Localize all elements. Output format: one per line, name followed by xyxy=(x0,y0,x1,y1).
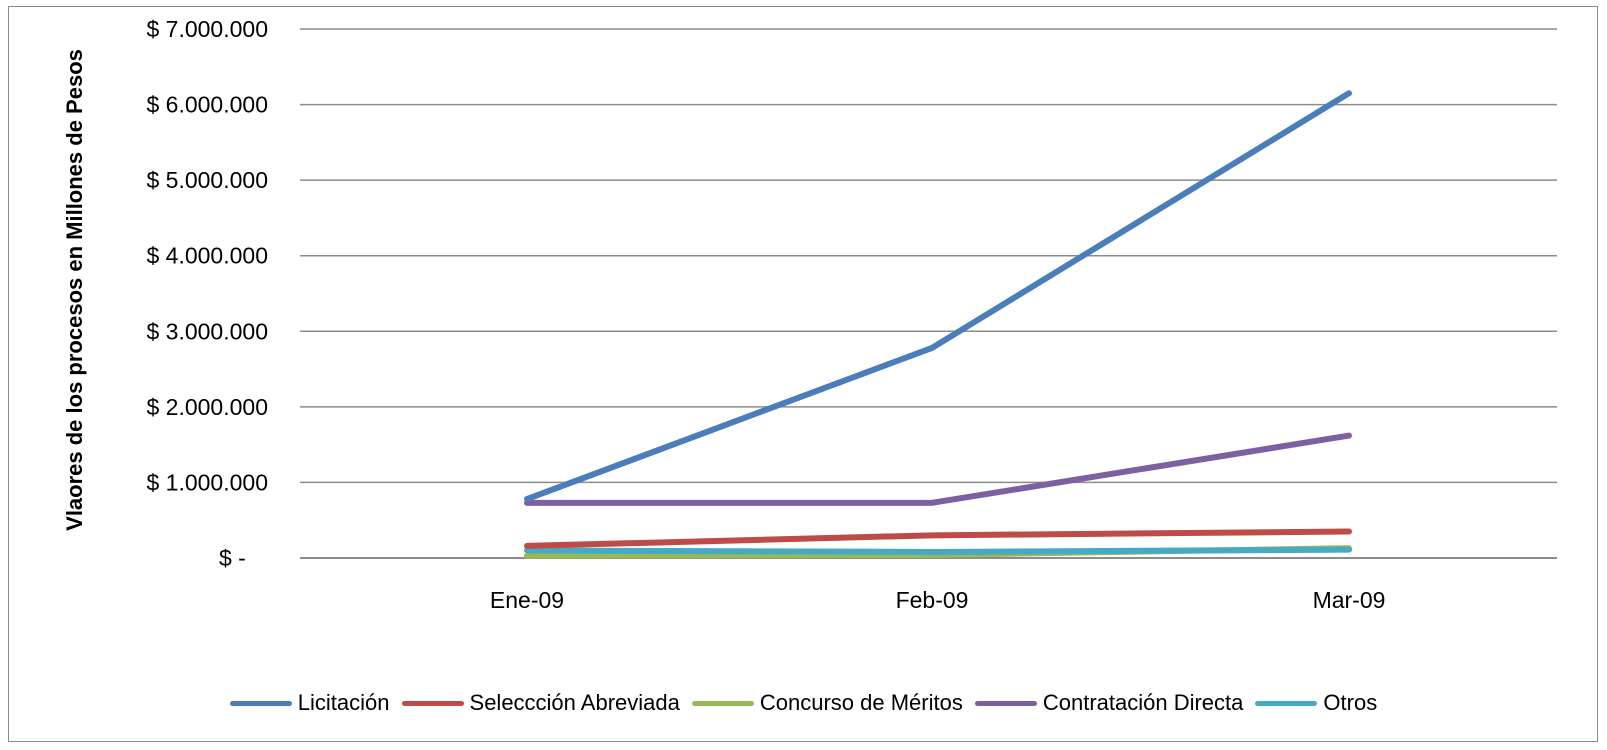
x-tick-label: Mar-09 xyxy=(1313,587,1386,613)
y-tick-label: $ - xyxy=(219,545,246,571)
y-axis-label: Vlaores de los procesos en Millones de P… xyxy=(62,49,87,531)
chart-frame xyxy=(8,6,1598,742)
series-line-1 xyxy=(524,528,1352,549)
legend-item: Seleccción Abreviada xyxy=(401,690,680,716)
legend-label: Seleccción Abreviada xyxy=(469,690,680,715)
legend-swatch xyxy=(229,700,292,706)
legend-item: Concurso de Méritos xyxy=(691,690,963,716)
legend-label: Concurso de Méritos xyxy=(759,690,963,715)
y-tick-label: $ 5.000.000 xyxy=(146,167,268,193)
legend-label: Licitación xyxy=(297,690,390,715)
y-tick-label: $ 6.000.000 xyxy=(146,92,268,118)
series-line-3 xyxy=(524,432,1352,506)
y-tick-label: $ 4.000.000 xyxy=(146,243,268,269)
series-line-0 xyxy=(524,90,1352,503)
legend-swatch xyxy=(974,700,1037,706)
y-tick-label: $ 2.000.000 xyxy=(146,394,268,420)
x-tick-label: Feb-09 xyxy=(896,587,969,613)
x-tick-label: Ene-09 xyxy=(490,587,564,613)
x-tick-labels: Ene-09 Feb-09 Mar-09 xyxy=(490,587,1386,613)
y-tick-label: $ 1.000.000 xyxy=(146,469,268,495)
legend-swatch xyxy=(401,700,464,706)
series-line-4 xyxy=(524,546,1352,555)
legend-item: Contratación Directa xyxy=(974,690,1244,716)
legend-item: Licitación xyxy=(229,690,390,716)
legend-label: Contratación Directa xyxy=(1042,690,1244,715)
series-lines xyxy=(524,90,1352,559)
legend-swatch xyxy=(691,700,754,706)
legend-swatch xyxy=(1255,700,1318,706)
y-tick-label: $ 3.000.000 xyxy=(146,318,268,344)
legend: Licitación Seleccción Abreviada Concurso d… xyxy=(0,683,1607,723)
y-tick-labels: $ - $ 1.000.000 $ 2.000.000 $ 3.000.000 $ 4.… xyxy=(146,16,268,571)
legend-item: Otros xyxy=(1255,690,1377,716)
y-tick-label: $ 7.000.000 xyxy=(146,16,268,42)
legend-label: Otros xyxy=(1323,690,1378,715)
gridlines xyxy=(300,28,1557,559)
